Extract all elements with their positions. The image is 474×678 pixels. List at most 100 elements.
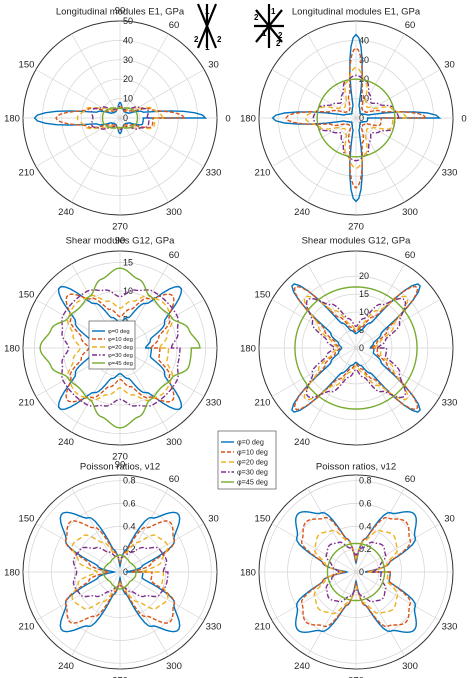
radial-tick-label: 20 (359, 271, 369, 281)
series-line-phi-10 (285, 47, 428, 189)
radial-tick-label: 10 (123, 286, 133, 296)
angular-gridline (355, 69, 441, 119)
angular-gridline (71, 571, 121, 657)
angular-gridline (307, 117, 357, 203)
angle-tick-label: 30 (208, 60, 219, 71)
inset-label: 1 (205, 43, 210, 52)
radial-tick-label: 15 (123, 257, 133, 267)
polar-panel-5: Poisson ratios, ν12 30 60 90 150 180 210 240 270… (4, 460, 221, 678)
inset-label: 2 (254, 13, 259, 22)
radial-tick-label: 0.8 (359, 476, 372, 486)
series-line-phi-30 (305, 297, 407, 399)
legend-entry: φ=20 deg (237, 457, 268, 466)
angle-tick-label: 210 (255, 398, 271, 409)
series-line-phi-45 (326, 542, 386, 602)
angle-tick-label: 270 (112, 222, 128, 233)
panel-title: Poisson ratios, ν12 (316, 461, 396, 472)
angle-tick-label: 180 (240, 344, 256, 355)
angular-gridline (271, 523, 357, 573)
angular-gridline (71, 117, 121, 203)
radial-tick-label: 10 (359, 307, 369, 317)
angular-gridline (119, 487, 169, 573)
angle-tick-label: 210 (19, 622, 35, 633)
inset-label: 2 (276, 39, 281, 48)
angular-gridline (355, 263, 405, 349)
radial-tick-label: 20 (123, 74, 133, 84)
legend-panel: φ=0 deg φ=10 deg φ=20 deg φ=30 deg φ=45 deg (88, 320, 136, 370)
angle-tick-label: 210 (255, 168, 271, 179)
angle-tick-label: 210 (19, 168, 35, 179)
angle-tick-label: 60 (405, 474, 416, 485)
polar-panel-6: Poisson ratios, ν12 30 60 150 180 210 240 270 30… (240, 461, 457, 678)
angular-gridline (355, 571, 405, 657)
radial-tick-label: 30 (359, 55, 369, 65)
radial-tick-label: 0 (359, 113, 364, 123)
fiber-direction-line (255, 9, 283, 43)
series-line-phi-10 (300, 516, 412, 628)
angular-gridline (71, 487, 121, 573)
angular-gridline (307, 33, 357, 119)
series-line-phi-20 (313, 529, 399, 615)
legend-entry: φ=45 deg (237, 477, 268, 486)
angular-gridline (119, 571, 169, 657)
angular-gridline (119, 33, 169, 119)
radial-tick-label: 10 (123, 94, 133, 104)
angle-tick-label: 330 (206, 168, 222, 179)
series-line-phi-45 (316, 78, 396, 158)
angle-tick-label: 240 (294, 437, 310, 448)
radial-tick-label: 0 (123, 567, 128, 577)
radial-tick-label: 0.2 (359, 544, 372, 554)
angle-tick-label: 150 (19, 60, 35, 71)
angle-tick-label: 30 (444, 514, 455, 525)
radial-tick-label: 0.2 (123, 544, 136, 554)
series-line-phi-30 (72, 546, 169, 598)
angular-gridline (355, 33, 405, 119)
radial-tick-label: 0 (359, 343, 364, 353)
angle-tick-label: 330 (442, 398, 458, 409)
legend-entry: φ=30 deg (237, 467, 268, 476)
polar-panel-2: Longitudinal modules E1, GPa030601802102… (240, 6, 467, 232)
angle-tick-label: 60 (169, 20, 180, 31)
angle-tick-label: 0 (461, 114, 466, 125)
series-line-phi-0 (294, 510, 418, 634)
angular-gridline (71, 33, 121, 119)
series-line-phi-20 (303, 295, 409, 401)
angle-tick-label: 60 (405, 20, 416, 31)
angular-gridline (271, 299, 357, 349)
series-line-phi-0 (291, 283, 421, 413)
series-line-phi-0 (271, 33, 442, 203)
legend-entry: φ=0 deg (237, 437, 264, 446)
series-line-phi-45 (102, 554, 138, 590)
angular-gridline (35, 571, 121, 621)
angle-tick-label: 300 (402, 207, 418, 218)
angle-tick-label: 180 (240, 568, 256, 579)
series-line-phi-30 (325, 541, 387, 603)
panel-title: Longitudinal modules E1, GPa (292, 6, 421, 17)
angle-tick-label: 180 (4, 568, 20, 579)
angular-gridline (119, 523, 205, 573)
series-line-phi-10 (64, 520, 176, 624)
panel-title: Shear modules G12, GPa (302, 235, 411, 246)
series-line-phi-30 (61, 289, 181, 407)
radial-tick-label: 0.4 (359, 521, 372, 531)
angle-tick-label: 300 (166, 207, 182, 218)
radial-tick-label: 15 (359, 289, 369, 299)
angle-tick-label: 180 (4, 344, 20, 355)
angle-tick-label: 30 (444, 60, 455, 71)
angle-tick-label: 300 (166, 437, 182, 448)
inset-label: 1 (205, 7, 210, 16)
legend-entry: φ=10 deg (108, 337, 133, 343)
inset-label: 2 (278, 31, 283, 40)
legend-entry: φ=10 deg (237, 447, 268, 456)
angle-tick-label: 240 (294, 661, 310, 672)
angle-tick-label: 330 (442, 622, 458, 633)
angular-gridline (35, 523, 121, 573)
inset-label: 2 (217, 35, 222, 44)
angular-gridline (119, 117, 169, 203)
angular-gridline (271, 69, 357, 119)
angle-tick-label: 270 (348, 222, 364, 233)
angle-tick-label: 240 (294, 207, 310, 218)
angle-tick-label: 90 (115, 6, 126, 17)
angle-tick-label: 270 (112, 452, 128, 463)
